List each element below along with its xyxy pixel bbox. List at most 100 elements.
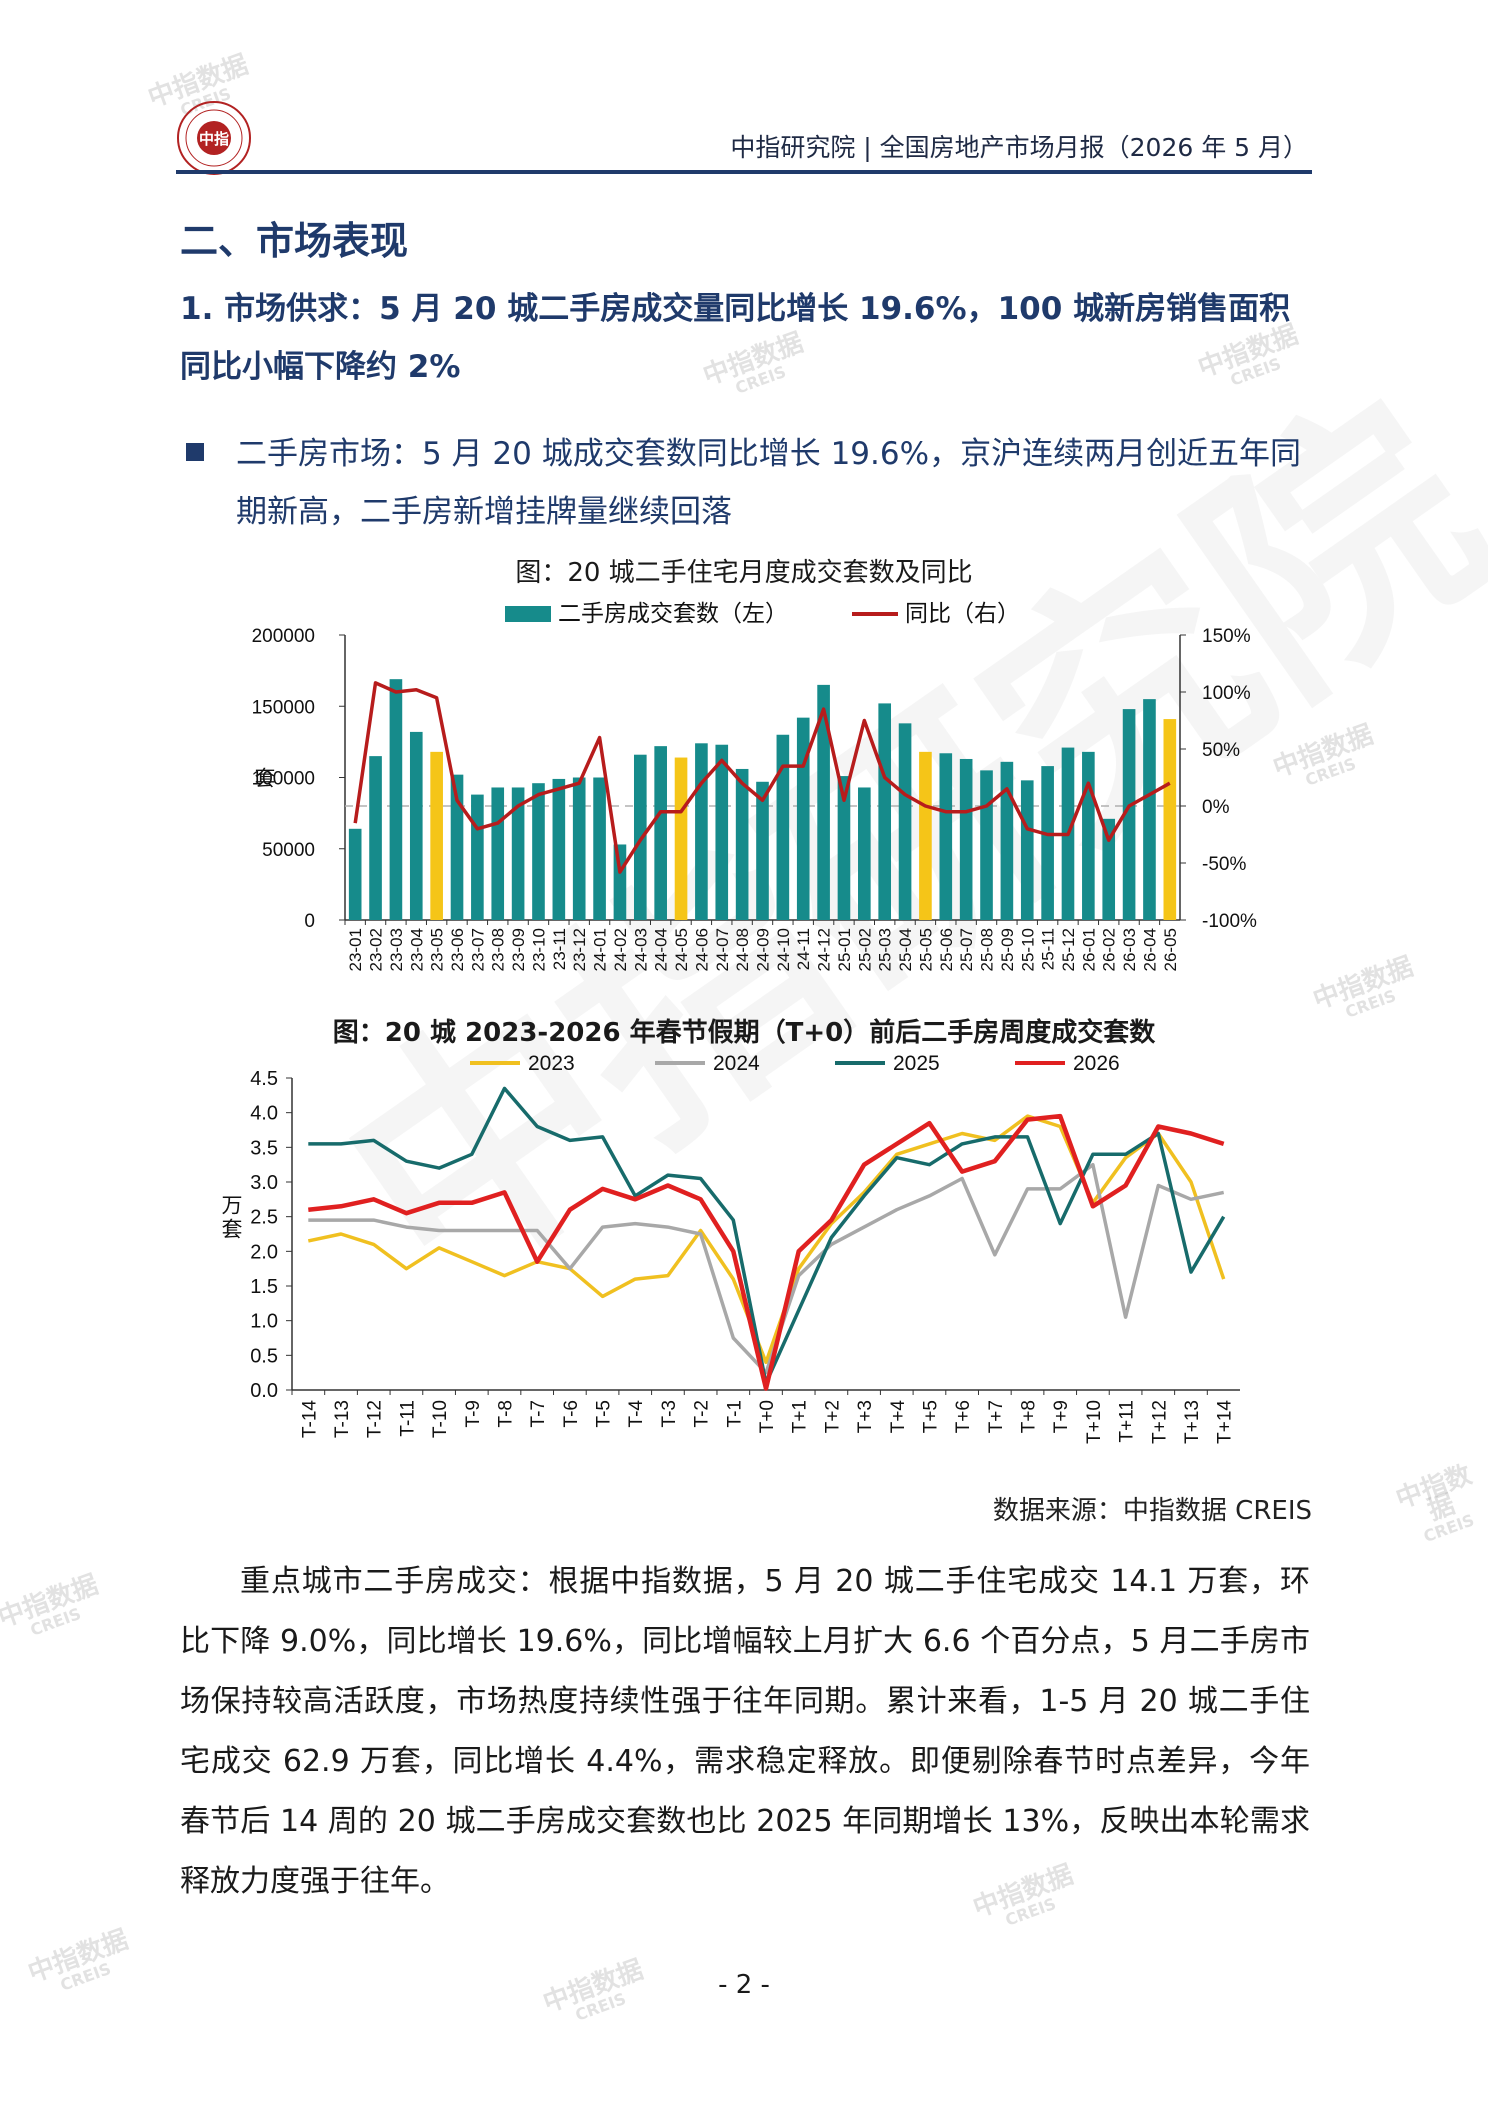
y-right-tick-label: 150% [1202,626,1251,647]
series-line-2026 [308,1113,1225,1391]
y-right-tick-label: -100% [1202,911,1257,932]
y-right-tick-label: 50% [1202,740,1240,761]
bullet-square-icon [186,443,204,461]
bar [898,723,912,920]
x-tick-label: 23-05 [428,928,447,971]
x-tick-label: 23-01 [346,928,365,971]
x-tick-label: T-11 [397,1400,418,1437]
x-tick-label: T+13 [1182,1400,1203,1444]
watermark: 中指数据 CREIS [0,1569,103,1640]
x-tick-label: 24-08 [733,928,752,971]
y-tick-label: 4.0 [250,1103,278,1125]
bar [409,731,423,920]
bar [511,787,525,920]
bar [654,746,667,920]
bar [980,770,993,920]
x-tick-label: T-2 [692,1400,713,1427]
bar [1122,709,1136,920]
x-tick-label: 25-08 [978,928,997,971]
y-axis-title: 万套 [222,1195,243,1242]
yoy-line [353,681,1171,874]
creis-logo: 中指 [177,101,251,175]
x-tick-label: T+12 [1149,1400,1170,1444]
header-divider [176,170,1312,174]
bullet-text: 二手房市场：5 月 20 城成交套数同比增长 19.6%，京沪连续两月创近五年同… [236,436,1302,530]
x-tick-label: T+7 [986,1400,1007,1433]
x-tick-label: T+8 [1019,1400,1040,1433]
legend-label-2026: 2026 [1073,1052,1120,1075]
monthly-transactions-chart: 二手房成交套数（左） 同比（右） 0 50000 100000 150000 200000 套… [252,600,1257,971]
x-tick-label: 25-02 [855,928,874,971]
x-tick-label: 24-12 [815,928,834,971]
x-tick-label: 23-08 [489,928,508,971]
y-tick-label: 1.5 [250,1276,278,1298]
x-tick-label: 23-06 [448,928,467,971]
y-right-tick-label: 0% [1202,797,1230,818]
x-tick-label: T-5 [594,1400,615,1427]
legend-label-bar: 二手房成交套数（左） [558,600,788,626]
logo-text: 中指 [199,130,229,148]
legend-swatch-bar [505,606,551,622]
bullet-point: 二手房市场：5 月 20 城成交套数同比增长 19.6%，京沪连续两月创近五年同… [180,425,1310,541]
bar [919,751,932,920]
y-tick-label: 2.5 [250,1207,278,1229]
x-tick-label: 25-01 [835,928,854,971]
x-tick-label: 25-07 [957,928,976,971]
x-tick-label: T-6 [561,1400,582,1427]
y-tick-label: 0.0 [250,1380,278,1402]
bar [756,781,769,920]
x-tick-label: T-14 [299,1400,320,1438]
x-tick-label: 24-04 [652,928,671,971]
x-tick-label: T-3 [659,1400,680,1427]
bar [389,679,403,920]
y-tick-label: 3.5 [250,1137,278,1159]
bar [674,757,688,920]
series-line-2025 [308,1086,1226,1385]
x-tick-label: T+5 [920,1400,941,1433]
x-tick-label: 24-05 [672,928,691,971]
bar [471,794,484,920]
x-tick-label: 24-06 [692,928,711,971]
spring-festival-weekly-chart: 2023 2024 2025 2026 0.0 0.5 1.0 1.5 2.0 2.5 3.0 3.5… [222,1052,1240,1444]
y-tick-label: 1.0 [250,1311,278,1333]
chart2-title: 图：20 城 2023-2026 年春节假期（T+0）前后二手房周度成交套数 [332,1018,1156,1048]
x-tick-label: T+3 [855,1400,876,1433]
x-tick-label: T+0 [757,1400,778,1433]
bar [491,787,505,920]
x-tick-label: T+10 [1084,1400,1105,1444]
x-tick-label: T-9 [463,1400,484,1427]
x-tick-label: 24-09 [754,928,773,971]
x-tick-label: 23-03 [387,928,406,971]
subsection-heading: 1. 市场供求：5 月 20 城二手房成交量同比增长 19.6%，100 城新房… [180,291,1291,385]
x-tick-label: 25-03 [876,928,895,971]
series-line-2024 [308,1162,1225,1375]
bar [837,776,851,920]
bar [776,734,790,920]
bar [878,703,892,920]
x-tick-label: T+2 [822,1400,843,1433]
y-tick-label: 4.5 [250,1068,278,1090]
x-tick-label: T+9 [1051,1400,1072,1433]
bar [1082,751,1095,920]
bar [369,756,382,920]
legend-label-2023: 2023 [528,1052,575,1075]
x-tick-label: 25-06 [937,928,956,971]
bar [348,828,362,920]
legend-label-line: 同比（右） [905,600,1020,626]
bar [959,758,973,920]
x-tick-label: 24-03 [631,928,650,971]
x-tick-label: T-13 [332,1400,353,1438]
bar [1041,766,1054,920]
chart1-title: 图：20 城二手住宅月度成交套数及同比 [515,558,973,588]
x-tick-label: 23-07 [468,928,487,971]
bar [1102,818,1116,920]
legend-label-2025: 2025 [893,1052,940,1075]
x-tick-label: 25-10 [1018,928,1037,971]
x-tick-label: T-12 [365,1400,386,1438]
x-tick-label: 23-02 [367,928,386,971]
x-tick-label: T+4 [888,1400,909,1434]
y-axis-title: 套 [255,768,276,791]
x-tick-label: T-7 [528,1400,549,1427]
legend-label-2024: 2024 [713,1052,760,1075]
body-paragraph: 重点城市二手房成交：根据中指数据，5 月 20 城二手住宅成交 14.1 万套，… [180,1564,1310,1899]
